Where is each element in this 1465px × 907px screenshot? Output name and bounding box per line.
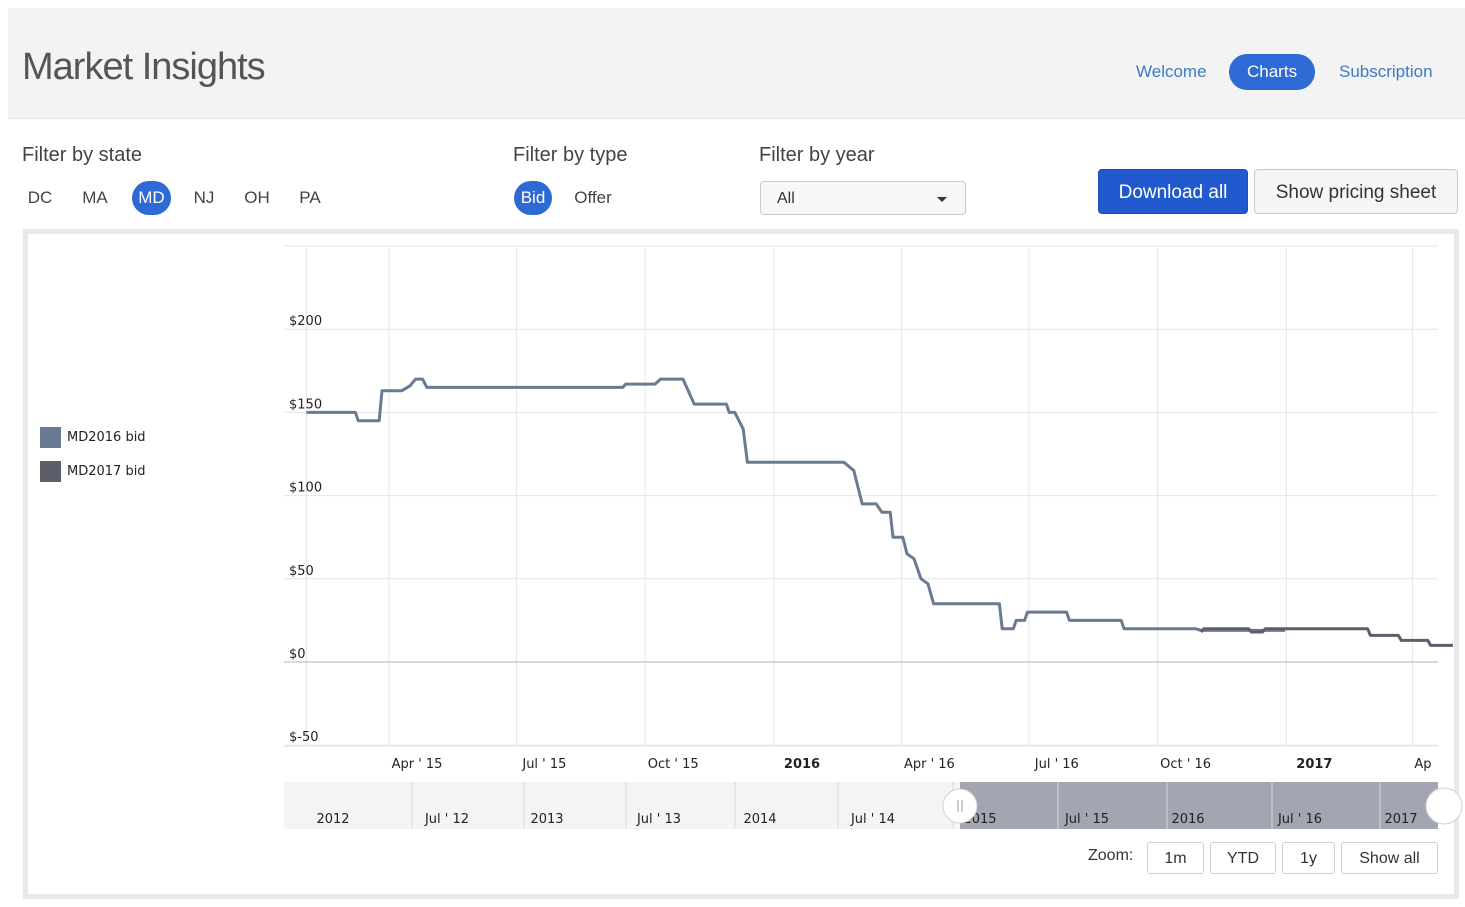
x-tick-label: Jul ' 15 [521, 757, 566, 772]
navigator-left-handle [942, 788, 978, 824]
x-tick-label: Apr ' 16 [904, 757, 955, 772]
state-filter-md[interactable]: MD [132, 181, 171, 215]
year-select-value: All [777, 190, 795, 207]
navigator-selected-range [960, 782, 1438, 829]
state-filter-dc[interactable]: DC [27, 188, 53, 207]
navigator-tick-label: 2012 [316, 812, 349, 827]
x-tick-label: 2016 [784, 757, 820, 772]
state-filter-oh[interactable]: OH [244, 188, 270, 207]
navigator-tick-label: Jul ' 14 [850, 812, 895, 827]
navigator-tick-label: Jul ' 15 [1064, 812, 1109, 827]
top-navbar: Market Insights Welcome Charts Subscript… [8, 8, 1465, 119]
state-filter-nj[interactable]: NJ [193, 188, 215, 207]
legend-label: MD2017 bid [67, 464, 146, 479]
x-tick-label: Oct ' 15 [648, 757, 699, 772]
zoom-label: Zoom: [1088, 847, 1134, 864]
type-filter-offer[interactable]: Offer [574, 188, 612, 207]
y-tick-label: $50 [289, 564, 314, 579]
x-tick-label: Ap [1414, 757, 1431, 772]
legend-swatch [40, 461, 61, 482]
x-tick-label: Oct ' 16 [1160, 757, 1211, 772]
nav-welcome[interactable]: Welcome [1136, 62, 1207, 81]
zoom-show-all-button[interactable]: Show all [1341, 842, 1438, 874]
nav-subscription[interactable]: Subscription [1339, 62, 1433, 81]
series-line-md2017-bid [1199, 627, 1453, 647]
caret-down-icon [937, 197, 947, 202]
show-pricing-sheet-button[interactable]: Show pricing sheet [1254, 169, 1458, 214]
x-tick-label: Apr ' 15 [392, 757, 443, 772]
series-line-md2016-bid [306, 377, 1285, 632]
type-filter-bid[interactable]: Bid [514, 181, 552, 215]
state-filter-pa[interactable]: PA [299, 188, 321, 207]
zoom-ytd-button[interactable]: YTD [1210, 842, 1276, 874]
navigator-tick-label: Jul ' 16 [1277, 812, 1322, 827]
x-tick-label: Jul ' 16 [1034, 757, 1079, 772]
y-tick-label: $100 [289, 481, 322, 496]
download-all-button[interactable]: Download all [1098, 169, 1248, 214]
x-tick-label: 2017 [1296, 757, 1332, 772]
y-tick-label: $200 [289, 314, 322, 329]
navigator-tick-label: Jul ' 12 [424, 812, 469, 827]
y-tick-label: $0 [289, 647, 306, 662]
year-select[interactable]: All [760, 181, 966, 215]
zoom-1y-button[interactable]: 1y [1282, 842, 1335, 874]
year-filter-label: Filter by year [759, 144, 875, 166]
type-filter-label: Filter by type [513, 144, 628, 166]
navigator-tick-label: 2016 [1171, 812, 1204, 827]
legend-label: MD2016 bid [67, 430, 146, 445]
zoom-1m-button[interactable]: 1m [1147, 842, 1204, 874]
navigator-tick-label: 2014 [743, 812, 776, 827]
y-tick-label: $-50 [289, 730, 319, 745]
navigator-tick-label: 2013 [530, 812, 563, 827]
navigator-tick-label: Jul ' 13 [636, 812, 681, 827]
navigator-tick-label: 2017 [1384, 812, 1417, 827]
state-filter-ma[interactable]: MA [82, 188, 108, 207]
app-title: Market Insights [22, 46, 266, 88]
navigator-right-handle [1425, 787, 1463, 825]
legend-swatch [40, 427, 61, 448]
y-tick-label: $150 [289, 397, 322, 412]
nav-charts[interactable]: Charts [1229, 54, 1316, 90]
state-filter-label: Filter by state [22, 144, 143, 166]
